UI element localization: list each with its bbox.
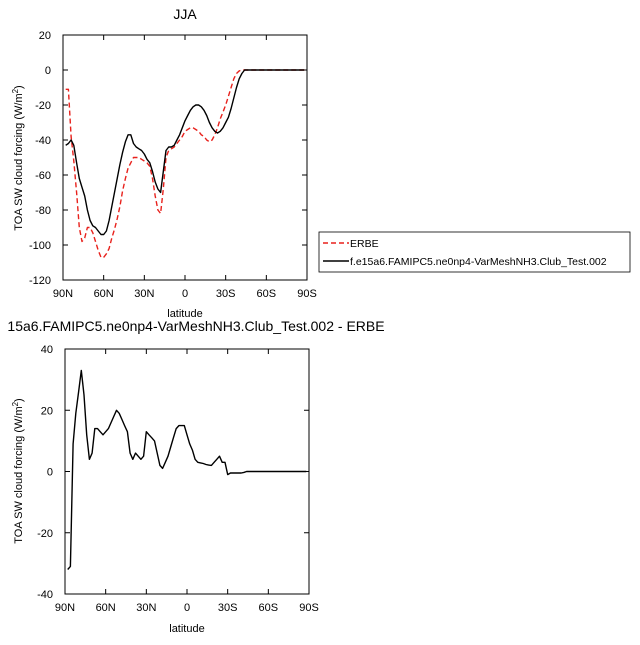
bottom-chart: 15a6.FAMIPC5.ne0np4-VarMeshNH3.Club_Test… <box>7 318 384 635</box>
legend-model-label: f.e15a6.FAMIPC5.ne0np4-VarMeshNH3.Club_T… <box>350 256 607 268</box>
top-chart-xlabel: latitude <box>167 308 202 320</box>
top-chart-xtick-label: 0 <box>182 288 188 300</box>
bottom-chart-xtick-label: 30S <box>218 602 238 614</box>
top-chart-xtick-label: 60S <box>257 288 277 300</box>
bottom-chart-xtick-label: 90N <box>55 602 75 614</box>
bottom-chart-ytick-label: -20 <box>37 528 53 540</box>
bottom-chart-xtick-label: 30N <box>136 602 156 614</box>
top-chart-ytick-label: 20 <box>39 30 51 42</box>
bottom-chart-ytick-label: 20 <box>41 405 53 417</box>
bottom-chart-series-line-difference <box>67 369 307 570</box>
bottom-chart-xtick-label: 0 <box>184 602 190 614</box>
bottom-chart-ytick-label: 40 <box>41 344 53 356</box>
top-chart-frame <box>62 34 308 281</box>
top-chart-xtick-label: 90N <box>53 288 73 300</box>
top-chart-ytick-label: -60 <box>35 170 51 182</box>
top-chart-xtick-label: 90S <box>297 288 317 300</box>
bottom-chart-series <box>67 369 307 570</box>
top-chart-ytick-label: -80 <box>35 205 51 217</box>
top-chart-title: JJA <box>173 6 197 22</box>
legend-erbe-label: ERBE <box>350 238 379 250</box>
bottom-chart-frame <box>64 348 310 595</box>
bottom-chart-xtick-label: 60N <box>96 602 116 614</box>
top-chart-ytick-label: -120 <box>29 275 51 287</box>
bottom-chart-xlabel: latitude <box>169 623 204 635</box>
top-chart-series <box>65 69 305 258</box>
bottom-chart-xtick-label: 60S <box>259 602 279 614</box>
legend-box <box>318 231 631 273</box>
bottom-chart-ticks: 90N 60N 30N 0 30S 60S 90S -40 -20 0 20 40 <box>37 344 319 614</box>
top-chart: JJA TOA SW cloud forcing (W/m2) latitude… <box>11 6 631 320</box>
top-chart-xtick-label: 30S <box>216 288 236 300</box>
bottom-chart-ylabel: TOA SW cloud forcing (W/m2) <box>11 398 25 543</box>
bottom-chart-ytick-label: -40 <box>37 589 53 601</box>
top-chart-xtick-label: 30N <box>134 288 154 300</box>
top-chart-ylabel: TOA SW cloud forcing (W/m2) <box>11 85 25 230</box>
top-chart-ytick-label: -40 <box>35 135 51 147</box>
top-chart-xtick-label: 60N <box>94 288 114 300</box>
bottom-chart-title: 15a6.FAMIPC5.ne0np4-VarMeshNH3.Club_Test… <box>7 318 384 334</box>
bottom-chart-ytick-label: 0 <box>47 467 53 479</box>
legend: ERBE f.e15a6.FAMIPC5.ne0np4-VarMeshNH3.C… <box>318 231 631 273</box>
top-chart-ytick-label: -20 <box>35 100 51 112</box>
bottom-chart-xtick-label: 90S <box>299 602 319 614</box>
top-chart-ytick-label: -100 <box>29 240 51 252</box>
top-chart-series-line-erbe <box>65 69 305 258</box>
top-chart-series-line-f-e15a6-famipc5-ne0n <box>65 69 305 236</box>
top-chart-ytick-label: 0 <box>45 65 51 77</box>
